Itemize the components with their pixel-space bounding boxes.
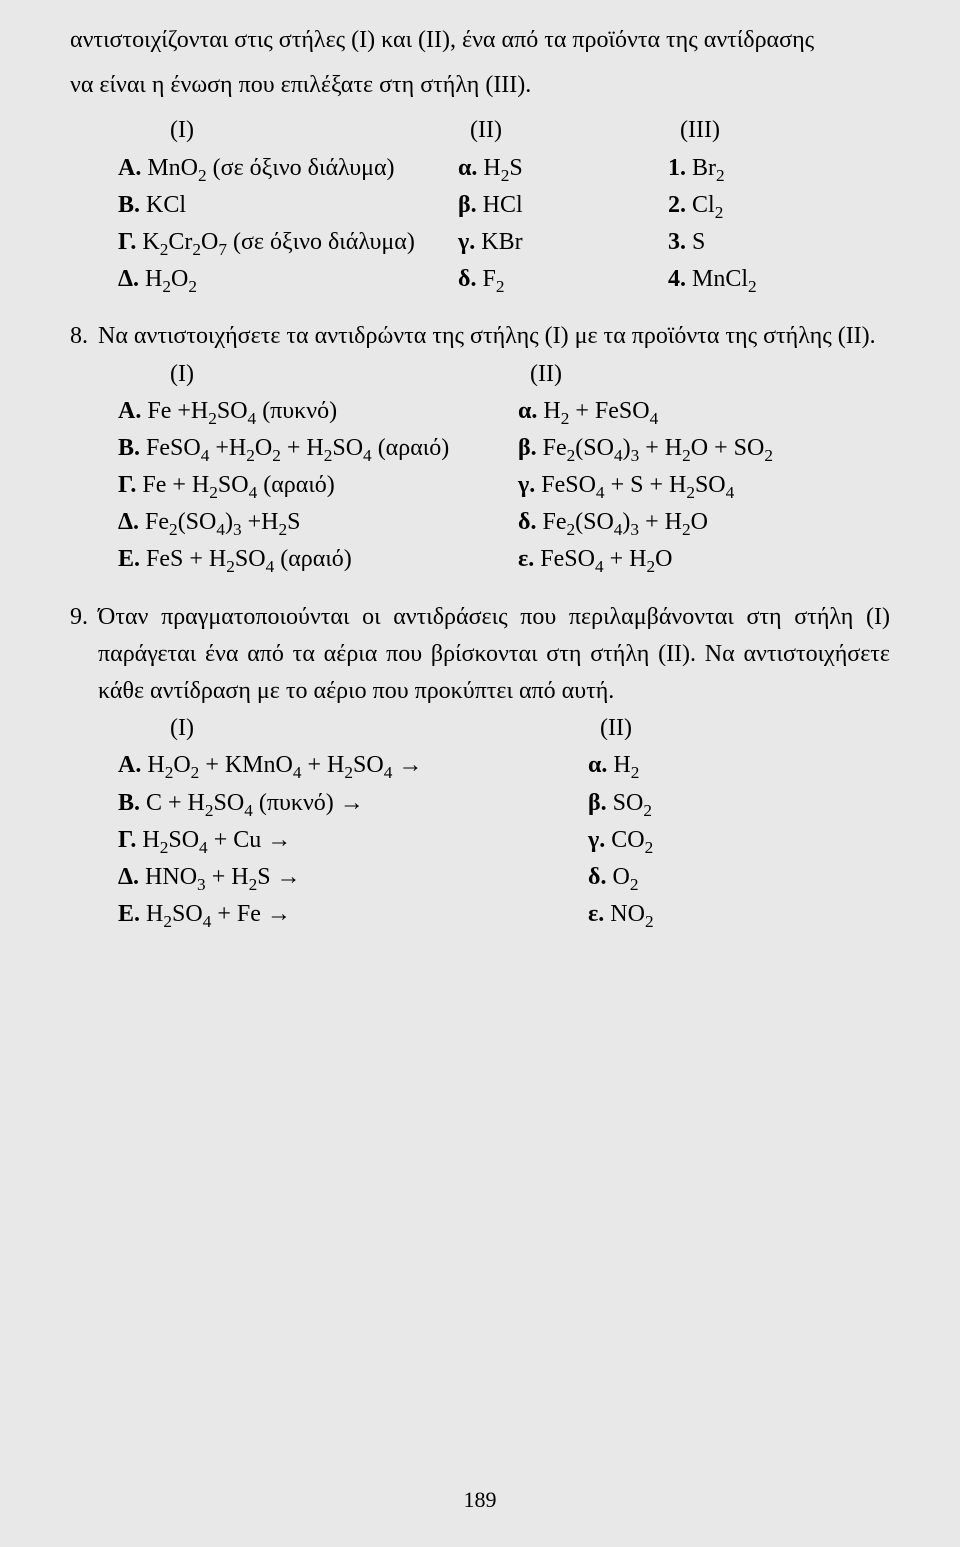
cell-col3: 3. S — [668, 224, 890, 261]
cell-col1: E. H2SO4 + Fe → — [118, 896, 588, 933]
table-row: A. Fe +H2SO4 (πυκνό)α. H2 + FeSO4 — [70, 393, 890, 430]
q7-header-row: (I) (II) (III) — [70, 112, 890, 149]
table-row: E. H2SO4 + Fe →ε. NO2 — [70, 896, 890, 933]
cell-col1: B. KCl — [118, 187, 458, 224]
q9-number: 9. — [70, 599, 98, 711]
cell-col3: 2. Cl2 — [668, 187, 890, 224]
cell-col1: Γ. K2Cr2O7 (σε όξινο διάλυμα) — [118, 224, 458, 261]
table-row: A. MnO2 (σε όξινο διάλυμα)α. H2S1. Br2 — [70, 150, 890, 187]
table-row: B. KClβ. HCl2. Cl2 — [70, 187, 890, 224]
table-row: B. C + H2SO4 (πυκνό) →β. SO2 — [70, 785, 890, 822]
q8-text: Να αντιστοιχήσετε τα αντιδρώντα της στήλ… — [98, 318, 890, 355]
q8-stem: 8. Να αντιστοιχήσετε τα αντιδρώντα της σ… — [70, 318, 890, 355]
cell-col1: Δ. Fe2(SO4)3 +H2S — [118, 504, 518, 541]
cell-col1: Γ. Fe + H2SO4 (αραιό) — [118, 467, 518, 504]
table-row: Γ. H2SO4 + Cu →γ. CO2 — [70, 822, 890, 859]
q9-text: Όταν πραγματοποιούνται οι αντιδράσεις πο… — [98, 599, 890, 711]
q9-header-1: (I) — [170, 710, 600, 747]
cell-col2: ε. FeSO4 + H2O — [518, 541, 890, 578]
cell-col1: E. FeS + H2SO4 (αραιό) — [118, 541, 518, 578]
cell-col3: 4. MnCl2 — [668, 261, 890, 298]
page-number: 189 — [0, 1483, 960, 1517]
table-row: Γ. K2Cr2O7 (σε όξινο διάλυμα)γ. KBr3. S — [70, 224, 890, 261]
cell-col1: B. C + H2SO4 (πυκνό) → — [118, 785, 588, 822]
cell-col2: β. HCl — [458, 187, 668, 224]
cell-col2: δ. F2 — [458, 261, 668, 298]
table-row: Δ. HNO3 + H2S →δ. O2 — [70, 859, 890, 896]
intro-line-1: αντιστοιχίζονται στις στήλες (I) και (II… — [70, 22, 890, 59]
cell-col1: A. MnO2 (σε όξινο διάλυμα) — [118, 150, 458, 187]
table-row: A. H2O2 + KMnO4 + H2SO4 →α. H2 — [70, 747, 890, 784]
q8-header-row: (I) (II) — [70, 356, 890, 393]
cell-col2: α. H2 + FeSO4 — [518, 393, 890, 430]
cell-col1: Γ. H2SO4 + Cu → — [118, 822, 588, 859]
q8-header-2: (II) — [530, 356, 890, 393]
cell-col3: 1. Br2 — [668, 150, 890, 187]
cell-col2: α. H2S — [458, 150, 668, 187]
cell-col2: γ. KBr — [458, 224, 668, 261]
q9-stem: 9. Όταν πραγματοποιούνται οι αντιδράσεις… — [70, 599, 890, 711]
q7-header-1: (I) — [170, 112, 470, 149]
intro-line-2: να είναι η ένωση που επιλέξατε στη στήλη… — [70, 67, 890, 104]
q9-header-2: (II) — [600, 710, 890, 747]
cell-col2: γ. CO2 — [588, 822, 890, 859]
page: αντιστοιχίζονται στις στήλες (I) και (II… — [0, 0, 960, 1547]
cell-col1: Δ. HNO3 + H2S → — [118, 859, 588, 896]
q7-header-3: (III) — [680, 112, 890, 149]
cell-col2: β. Fe2(SO4)3 + H2O + SO2 — [518, 430, 890, 467]
cell-col2: δ. Fe2(SO4)3 + H2O — [518, 504, 890, 541]
table-row: Γ. Fe + H2SO4 (αραιό)γ. FeSO4 + S + H2SO… — [70, 467, 890, 504]
cell-col1: A. H2O2 + KMnO4 + H2SO4 → — [118, 747, 588, 784]
q9-header-row: (I) (II) — [70, 710, 890, 747]
q8-number: 8. — [70, 318, 98, 355]
q8-rows: A. Fe +H2SO4 (πυκνό)α. H2 + FeSO4B. FeSO… — [70, 393, 890, 579]
q7-header-2: (II) — [470, 112, 680, 149]
cell-col2: δ. O2 — [588, 859, 890, 896]
table-row: B. FeSO4 +H2O2 + H2SO4 (αραιό)β. Fe2(SO4… — [70, 430, 890, 467]
cell-col1: B. FeSO4 +H2O2 + H2SO4 (αραιό) — [118, 430, 518, 467]
cell-col2: γ. FeSO4 + S + H2SO4 — [518, 467, 890, 504]
table-row: E. FeS + H2SO4 (αραιό)ε. FeSO4 + H2O — [70, 541, 890, 578]
cell-col1: A. Fe +H2SO4 (πυκνό) — [118, 393, 518, 430]
cell-col2: ε. NO2 — [588, 896, 890, 933]
cell-col2: α. H2 — [588, 747, 890, 784]
cell-col1: Δ. H2O2 — [118, 261, 458, 298]
q7-rows: A. MnO2 (σε όξινο διάλυμα)α. H2S1. Br2B.… — [70, 150, 890, 299]
cell-col2: β. SO2 — [588, 785, 890, 822]
q8-header-1: (I) — [170, 356, 530, 393]
q9-rows: A. H2O2 + KMnO4 + H2SO4 →α. H2B. C + H2S… — [70, 747, 890, 933]
table-row: Δ. Fe2(SO4)3 +H2Sδ. Fe2(SO4)3 + H2O — [70, 504, 890, 541]
table-row: Δ. H2O2δ. F24. MnCl2 — [70, 261, 890, 298]
